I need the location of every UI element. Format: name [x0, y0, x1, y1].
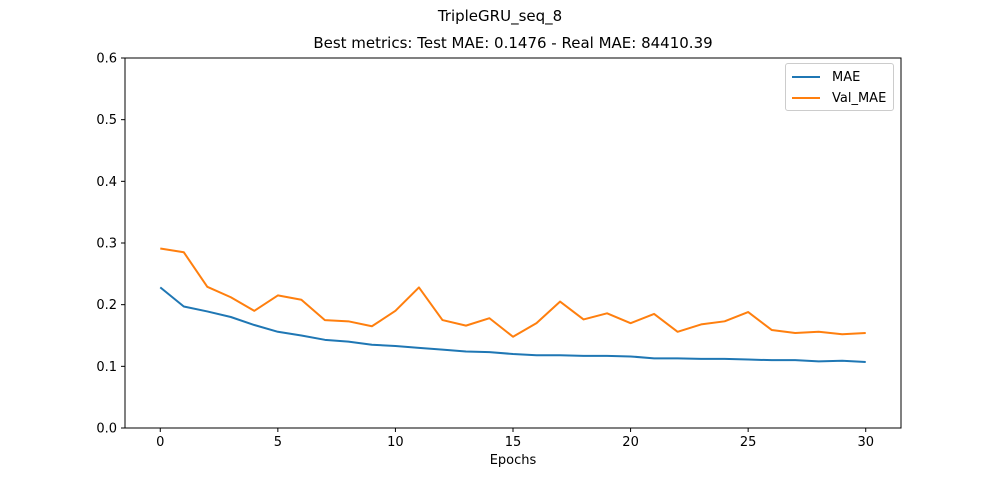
plot-area-border — [124, 57, 902, 429]
y-tick-label: 0.0 — [96, 422, 117, 437]
x-axis-label: Epochs — [489, 453, 537, 468]
axis-ticks: 0 5 10 15 20 25 30 0.0 0.1 0.2 0.3 0.4 0.5 0.6 — [96, 52, 874, 451]
y-tick-label: 0.3 — [96, 237, 117, 252]
x-tick-label: 10 — [387, 435, 404, 450]
legend-item-val-mae: Val_MAE — [792, 89, 886, 107]
legend-label-val-mae: Val_MAE — [832, 90, 887, 106]
x-tick-label: 25 — [740, 435, 757, 450]
legend-swatch-val-mae — [792, 97, 820, 99]
x-tick-label: 15 — [505, 435, 522, 450]
legend-label-mae: MAE — [832, 69, 861, 85]
series-line-mae — [159, 286, 866, 364]
y-tick-label: 0.4 — [96, 175, 117, 190]
series-lines — [159, 247, 866, 364]
chart-suptitle: TripleGRU_seq_8 — [437, 7, 563, 25]
y-tick-label: 0.6 — [96, 52, 117, 67]
x-tick-label: 20 — [622, 435, 639, 450]
legend-item-mae: MAE — [792, 68, 860, 86]
x-tick-label: 0 — [156, 435, 164, 450]
y-tick-label: 0.5 — [96, 113, 117, 128]
axes-frame — [124, 57, 902, 429]
x-tick-label: 5 — [274, 435, 282, 450]
y-tick-label: 0.2 — [96, 298, 117, 313]
legend: MAE Val_MAE — [785, 63, 894, 111]
y-tick-label: 0.1 — [96, 360, 117, 375]
legend-swatch-mae — [792, 76, 820, 78]
series-line-val-mae — [160, 247, 866, 338]
x-tick-label: 30 — [857, 435, 874, 450]
chart-title: Best metrics: Test MAE: 0.1476 - Real MA… — [313, 34, 713, 52]
